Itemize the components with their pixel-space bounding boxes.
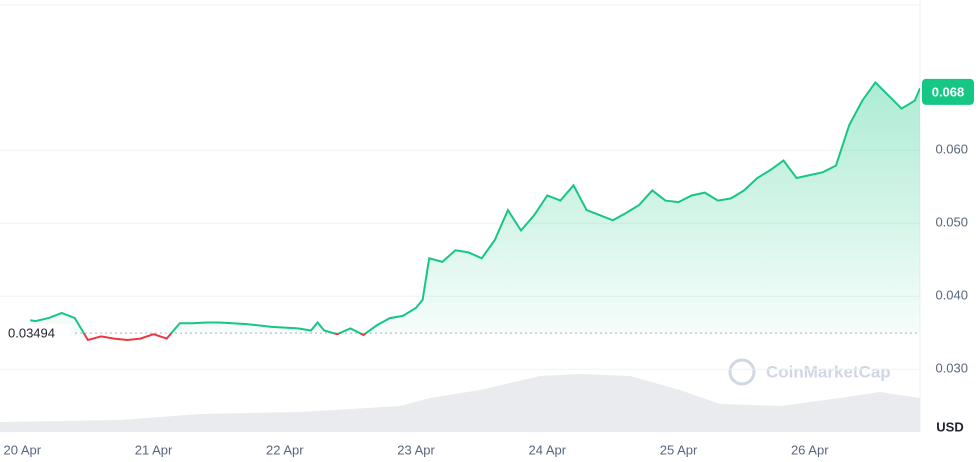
y-tick-label: 0.040 [935, 288, 968, 303]
y-tick-label: 0.060 [935, 142, 968, 157]
y-tick-label: 0.050 [935, 215, 968, 230]
x-tick-label: 26 Apr [791, 442, 829, 457]
baseline-label-bg [0, 324, 72, 343]
price-line-up [30, 80, 920, 334]
price-area [30, 82, 920, 334]
x-tick-label: 22 Apr [266, 442, 304, 457]
x-tick-label: 20 Apr [4, 442, 42, 457]
x-tick-label: 24 Apr [528, 442, 566, 457]
x-tick-label: 21 Apr [135, 442, 173, 457]
watermark-text: CoinMarketCap [766, 362, 891, 381]
baseline-label: 0.03494 [8, 326, 55, 341]
watermark: CoinMarketCap [728, 358, 891, 386]
current-price-label: 0.068 [932, 84, 965, 99]
x-tick-label: 23 Apr [397, 442, 435, 457]
y-unit: USD [936, 419, 963, 434]
current-price-bg [922, 78, 974, 105]
x-tick-label: 25 Apr [660, 442, 698, 457]
y-tick-label: 0.030 [935, 361, 968, 376]
volume-area [0, 374, 920, 432]
